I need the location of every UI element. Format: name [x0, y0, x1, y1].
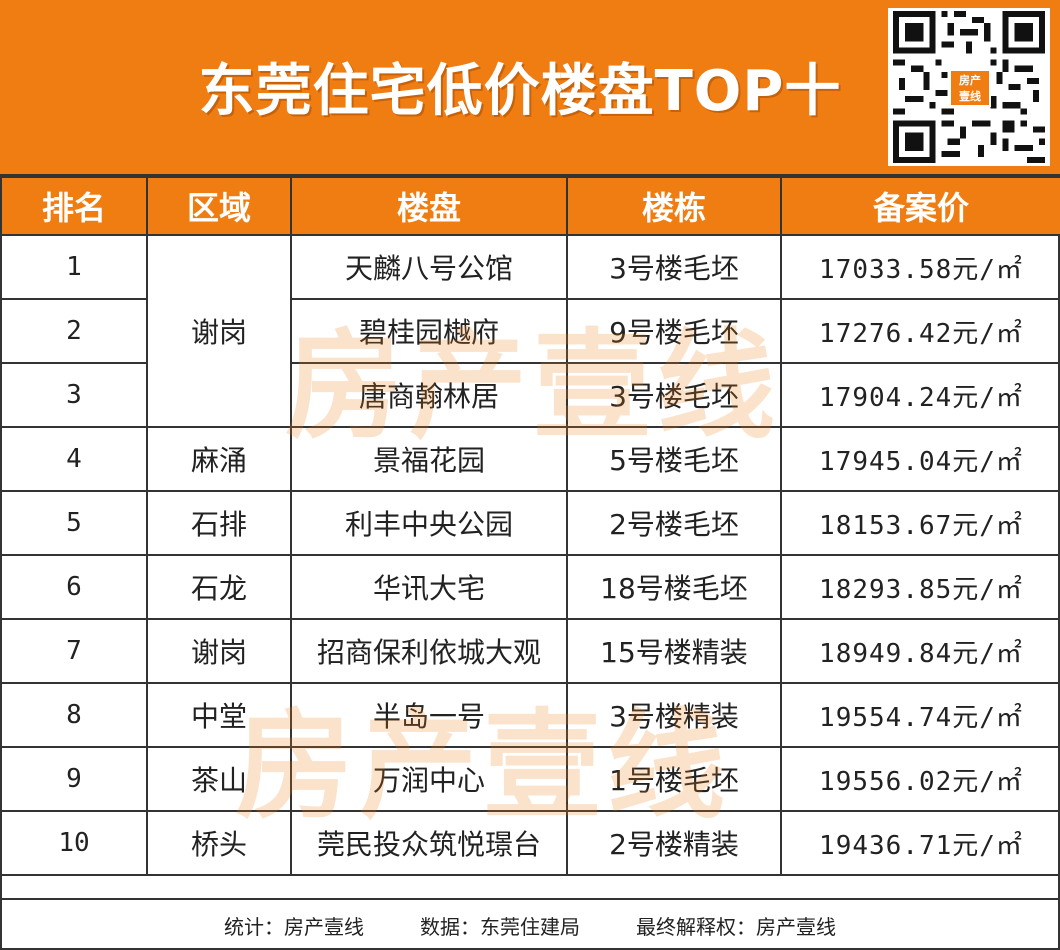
price-cell: 19554.74元/㎡	[780, 682, 1060, 748]
area-cell: 石排	[146, 490, 292, 556]
price-cell: 19436.71元/㎡	[780, 810, 1060, 876]
project-cell: 莞民投众筑悦璟台	[290, 810, 568, 876]
price-cell: 18153.67元/㎡	[780, 490, 1060, 556]
qr-badge-line1: 房产	[959, 74, 981, 87]
qr-code[interactable]: 房产 壹线	[888, 8, 1050, 166]
project-cell: 唐商翰林居	[290, 362, 568, 428]
qr-brand-badge: 房产 壹线	[949, 69, 991, 107]
rank-cell: 9	[0, 746, 148, 812]
rank-cell: 2	[0, 298, 148, 364]
table-row: 6 石龙 华讯大宅 18号楼毛坯 18293.85元/㎡	[0, 554, 1060, 620]
page-title: 东莞住宅低价楼盘TOP十	[198, 59, 842, 124]
footer-rights: 最终解释权：房产壹线	[636, 914, 836, 939]
rank-cell: 7	[0, 618, 148, 684]
area-cell: 谢岗	[146, 618, 292, 684]
table-header-row: 排名 区域 楼盘 楼栋 备案价	[0, 176, 1060, 236]
footer-data-source: 数据：东莞住建局	[420, 914, 580, 939]
price-cell: 17904.24元/㎡	[780, 362, 1060, 428]
column-header-rank: 排名	[0, 176, 148, 236]
column-header-project: 楼盘	[290, 176, 568, 236]
table-row: 4 麻涌 景福花园 5号楼毛坯 17945.04元/㎡	[0, 426, 1060, 492]
table-row: 8 中堂 半岛一号 3号楼精装 19554.74元/㎡	[0, 682, 1060, 748]
rank-cell: 6	[0, 554, 148, 620]
column-header-area: 区域	[146, 176, 292, 236]
table-row: 10 桥头 莞民投众筑悦璟台 2号楼精装 19436.71元/㎡	[0, 810, 1060, 876]
column-header-building: 楼栋	[566, 176, 782, 236]
building-cell: 5号楼毛坯	[566, 426, 782, 492]
footer-credits: 统计：房产壹线 数据：东莞住建局 最终解释权：房产壹线	[0, 898, 1060, 950]
rank-cell: 8	[0, 682, 148, 748]
table-row: 1 谢岗 天麟八号公馆 3号楼毛坯 17033.58元/㎡	[0, 234, 1060, 428]
building-cell: 9号楼毛坯	[566, 298, 782, 364]
project-cell: 天麟八号公馆	[290, 234, 568, 300]
project-cell: 半岛一号	[290, 682, 568, 748]
title-banner: 东莞住宅低价楼盘TOP十 房产 壹线	[0, 0, 1060, 176]
area-cell: 石龙	[146, 554, 292, 620]
price-cell: 17276.42元/㎡	[780, 298, 1060, 364]
area-cell: 茶山	[146, 746, 292, 812]
area-cell: 桥头	[146, 810, 292, 876]
price-cell: 18949.84元/㎡	[780, 618, 1060, 684]
column-header-price: 备案价	[780, 176, 1060, 236]
footer-stats: 统计：房产壹线	[224, 914, 364, 939]
building-cell: 2号楼精装	[566, 810, 782, 876]
price-cell: 18293.85元/㎡	[780, 554, 1060, 620]
rank-cell: 10	[0, 810, 148, 876]
price-cell: 17945.04元/㎡	[780, 426, 1060, 492]
project-cell: 景福花园	[290, 426, 568, 492]
rank-cell: 5	[0, 490, 148, 556]
area-cell: 中堂	[146, 682, 292, 748]
table-row: 7 谢岗 招商保利依城大观 15号楼精装 18949.84元/㎡	[0, 618, 1060, 684]
building-cell: 3号楼毛坯	[566, 362, 782, 428]
project-cell: 万润中心	[290, 746, 568, 812]
building-cell: 1号楼毛坯	[566, 746, 782, 812]
table-row: 5 石排 利丰中央公园 2号楼毛坯 18153.67元/㎡	[0, 490, 1060, 556]
area-cell: 麻涌	[146, 426, 292, 492]
rank-cell: 1	[0, 234, 148, 300]
building-cell: 2号楼毛坯	[566, 490, 782, 556]
qr-code-pattern	[893, 11, 1045, 163]
building-cell: 3号楼精装	[566, 682, 782, 748]
project-cell: 招商保利依城大观	[290, 618, 568, 684]
project-cell: 利丰中央公园	[290, 490, 568, 556]
price-table: 排名 区域 楼盘 楼栋 备案价 1 谢岗 天麟八号公馆 3号楼毛坯 17033.…	[0, 176, 1060, 876]
price-cell: 19556.02元/㎡	[780, 746, 1060, 812]
project-cell: 华讯大宅	[290, 554, 568, 620]
building-cell: 15号楼精装	[566, 618, 782, 684]
table-row: 2 碧桂园樾府 9号楼毛坯 17276.42元/㎡	[0, 298, 1060, 364]
area-cell: 谢岗	[146, 234, 292, 428]
rank-cell: 3	[0, 362, 148, 428]
rank-cell: 4	[0, 426, 148, 492]
building-cell: 18号楼毛坯	[566, 554, 782, 620]
project-cell: 碧桂园樾府	[290, 298, 568, 364]
building-cell: 3号楼毛坯	[566, 234, 782, 300]
table-row: 9 茶山 万润中心 1号楼毛坯 19556.02元/㎡	[0, 746, 1060, 812]
price-cell: 17033.58元/㎡	[780, 234, 1060, 300]
table-row: 3 唐商翰林居 3号楼毛坯 17904.24元/㎡	[0, 362, 1060, 428]
qr-badge-line2: 壹线	[959, 90, 981, 103]
